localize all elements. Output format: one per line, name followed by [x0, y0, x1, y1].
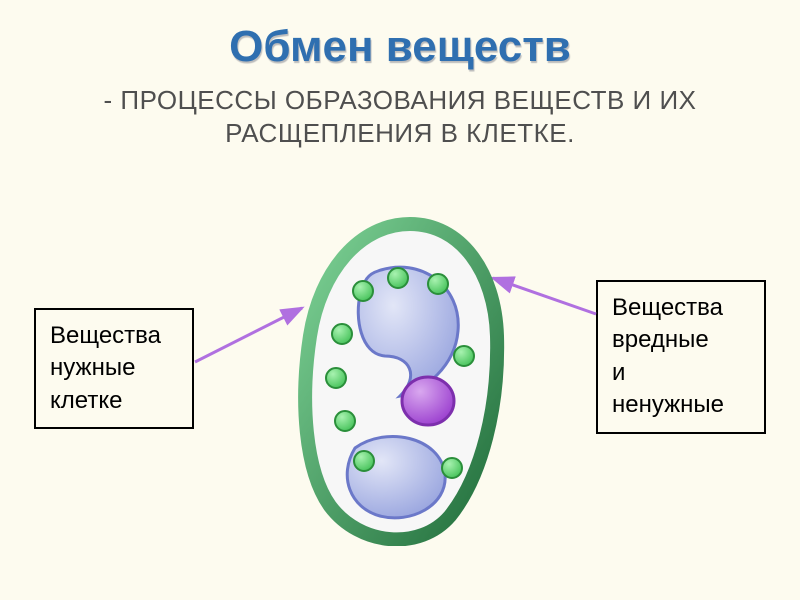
right-label-line2: вредные [612, 324, 750, 356]
nucleus [402, 377, 454, 425]
left-label-box: Вещества нужные клетке [34, 308, 194, 429]
chloroplast-dot [335, 411, 355, 431]
vacuole-bottom [347, 436, 445, 517]
cell-diagram [290, 216, 510, 546]
right-label-line3: и [612, 357, 750, 389]
right-label-line1: Вещества [612, 292, 750, 324]
chloroplast-dot [454, 346, 474, 366]
left-label-line3: клетке [50, 385, 178, 417]
right-label-line4: ненужные [612, 389, 750, 421]
chloroplast-dot [428, 274, 448, 294]
page-title: Обмен веществ [0, 0, 800, 72]
page-subtitle: - ПРОЦЕССЫ ОБРАЗОВАНИЯ ВЕЩЕСТВ И ИХ РАСЩ… [0, 72, 800, 149]
chloroplast-dot [332, 324, 352, 344]
chloroplast-dot [354, 451, 374, 471]
chloroplast-dot [388, 268, 408, 288]
chloroplast-dot [326, 368, 346, 388]
left-label-line2: нужные [50, 352, 178, 384]
chloroplast-dot [442, 458, 462, 478]
right-label-box: Вещества вредные и ненужные [596, 280, 766, 434]
chloroplast-dot [353, 281, 373, 301]
left-label-line1: Вещества [50, 320, 178, 352]
